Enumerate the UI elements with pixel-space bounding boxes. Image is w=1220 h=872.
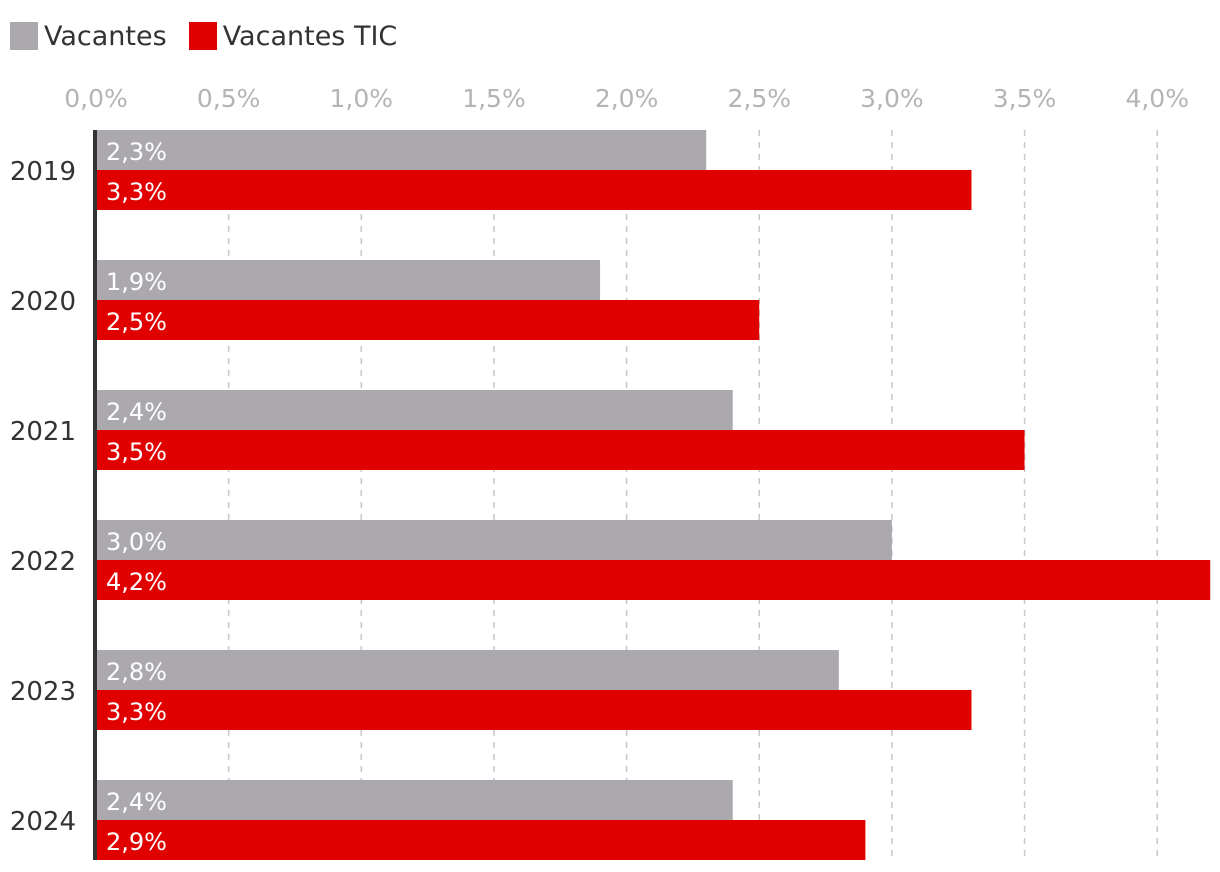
bar xyxy=(96,780,733,820)
bar xyxy=(96,430,1025,470)
legend-swatch-vacantes xyxy=(10,22,38,50)
legend-label-vacantes-tic: Vacantes TIC xyxy=(222,20,398,52)
bar xyxy=(96,390,733,430)
x-tick-label: 0,0% xyxy=(64,84,128,113)
legend-label-vacantes: Vacantes xyxy=(44,20,167,52)
data-label: 3,0% xyxy=(106,528,167,556)
bar xyxy=(96,690,972,730)
category-label: 2023 xyxy=(10,677,76,707)
data-label: 3,5% xyxy=(106,438,167,466)
bar xyxy=(96,300,760,340)
data-label: 2,4% xyxy=(106,398,167,426)
category-label: 2022 xyxy=(10,547,76,577)
bar xyxy=(96,650,839,690)
bar xyxy=(96,560,1211,600)
data-label: 2,9% xyxy=(106,828,167,856)
category-label: 2021 xyxy=(10,417,76,447)
x-tick-label: 3,5% xyxy=(993,84,1057,113)
data-label: 4,2% xyxy=(106,568,167,596)
category-label: 2020 xyxy=(10,287,76,317)
data-label: 1,9% xyxy=(106,268,167,296)
data-label: 2,3% xyxy=(106,138,167,166)
data-label: 2,4% xyxy=(106,788,167,816)
bar xyxy=(96,130,707,170)
x-tick-label: 0,5% xyxy=(197,84,261,113)
data-label: 2,5% xyxy=(106,308,167,336)
legend: Vacantes Vacantes TIC xyxy=(10,18,419,54)
legend-item-vacantes-tic: Vacantes TIC xyxy=(188,20,398,52)
bar xyxy=(96,170,972,210)
data-label: 3,3% xyxy=(106,698,167,726)
x-tick-label: 2,5% xyxy=(727,84,791,113)
x-tick-label: 4,0% xyxy=(1125,84,1189,113)
bar xyxy=(96,520,892,560)
x-tick-label: 1,5% xyxy=(462,84,526,113)
bar xyxy=(96,260,601,300)
legend-swatch-vacantes-tic xyxy=(188,22,217,50)
category-label: 2019 xyxy=(10,157,76,187)
bar xyxy=(96,820,866,860)
legend-item-vacantes: Vacantes xyxy=(10,21,167,52)
data-label: 2,8% xyxy=(106,658,167,686)
x-tick-label: 3,0% xyxy=(860,84,924,113)
x-tick-label: 1,0% xyxy=(330,84,394,113)
data-label: 3,3% xyxy=(106,178,167,206)
x-tick-label: 2,0% xyxy=(595,84,659,113)
category-label: 2024 xyxy=(10,807,76,837)
